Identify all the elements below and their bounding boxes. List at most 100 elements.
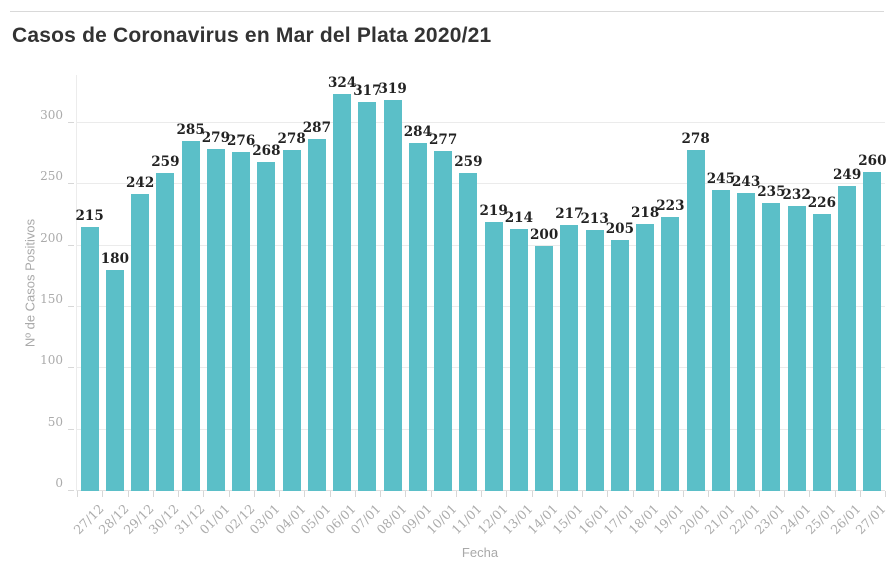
x-boundary-tick [556,491,558,497]
bar-cell: 287 05/01 [297,75,333,537]
bar-value-label: 324 [328,74,357,91]
bar-cell: 284 09/01 [398,75,434,537]
bar[interactable] [156,173,175,491]
y-tick-mark [68,490,74,491]
x-boundary-tick [430,491,432,497]
bar-value-label: 213 [580,210,609,227]
bar-value-label: 249 [833,166,862,183]
x-boundary-tick [683,491,684,497]
bar-value-label: 214 [504,209,533,226]
x-boundary-tick [405,491,407,497]
bar-cell: 217 15/01 [550,75,586,537]
x-boundary-tick [531,491,533,497]
bar[interactable] [206,148,225,491]
bar-value-label: 200 [530,226,559,243]
bar[interactable] [509,228,528,491]
bar[interactable] [105,270,124,491]
x-boundary-tick [481,491,482,497]
gridline [77,122,885,123]
bar-cell: 215 27/12 [70,75,106,537]
bar[interactable] [636,223,655,491]
bar-value-label: 277 [429,132,458,149]
bar-cell: 277 10/01 [424,75,460,537]
bar[interactable] [383,99,402,491]
x-boundary-tick [885,491,886,497]
x-boundary-tick [582,491,583,497]
x-boundary-tick [859,491,861,497]
bar-cell: 223 19/01 [651,75,687,537]
bar-cell: 278 20/01 [676,75,712,537]
bar[interactable] [408,142,427,491]
bar[interactable] [333,93,352,491]
bar-value-label: 243 [732,173,761,190]
bar-cell: 260 27/01 [853,75,889,537]
bar[interactable] [232,152,251,491]
bar[interactable] [484,222,503,491]
bar[interactable] [686,150,705,491]
bar[interactable] [838,185,857,491]
bar[interactable] [307,138,326,491]
bar[interactable] [610,239,629,491]
bar[interactable] [661,217,680,491]
bar[interactable] [585,229,604,491]
x-boundary-tick [152,491,154,497]
bar[interactable] [459,173,478,491]
top-divider [10,11,884,12]
bar-value-label: 235 [757,183,786,200]
bar[interactable] [863,172,882,491]
bar-cell: 259 30/12 [146,75,182,537]
bar[interactable] [282,150,301,491]
bar-cell: 259 11/01 [449,75,485,537]
bar-value-label: 218 [631,204,660,221]
bar-cell: 226 25/01 [802,75,838,537]
bar-cell: 243 22/01 [727,75,763,537]
bar-value-label: 268 [252,143,281,160]
bar-value-label: 276 [227,133,256,150]
bar-value-label: 285 [176,122,205,139]
bar-value-label: 287 [302,119,331,136]
x-boundary-tick [228,491,230,497]
bar-cell: 324 06/01 [323,74,359,538]
bar-cell: 279 01/01 [196,75,232,537]
bar-cell: 268 03/01 [247,75,283,537]
gridline [77,183,885,185]
x-boundary-tick [632,491,634,497]
bar-value-label: 226 [807,194,836,211]
bar-cell: 213 16/01 [575,75,611,537]
x-boundary-tick [834,491,836,497]
y-tick-label: 0 [55,476,63,490]
bar[interactable] [787,206,806,491]
y-tick-label: 50 [47,414,63,429]
gridline [77,428,885,430]
bar[interactable] [181,141,200,491]
x-boundary-tick [733,491,735,497]
bar-value-label: 260 [858,153,887,170]
bar[interactable] [711,190,730,491]
bar[interactable] [762,202,781,491]
bar-value-label: 245 [706,171,735,188]
bar[interactable] [257,162,276,491]
bar[interactable] [434,151,453,491]
x-boundary-tick [178,491,179,497]
x-boundary-tick [758,491,760,497]
bar-value-label: 279 [201,129,230,146]
y-tick-label: 200 [40,230,63,245]
bar[interactable] [737,192,756,491]
bar-cell: 285 31/12 [171,75,207,537]
x-boundary-tick [809,491,811,497]
bar[interactable] [560,224,579,491]
bar[interactable] [812,213,831,491]
bar-cell: 214 13/01 [499,75,535,538]
y-tick-mark [68,183,74,185]
x-boundary-tick [506,491,508,497]
bar[interactable] [535,245,554,491]
plot-area: 0 50 100 150 200 250 300 215 27/12 180 28/12 242 29/… [40,74,889,538]
bar-cell: 205 17/01 [600,75,636,538]
bar[interactable] [358,102,377,491]
bar-value-label: 232 [782,187,811,204]
bar-value-label: 278 [681,131,710,147]
bar[interactable] [80,227,99,491]
chart-title: Casos de Coronavirus en Mar del Plata 20… [12,24,492,47]
bar[interactable] [131,194,150,491]
